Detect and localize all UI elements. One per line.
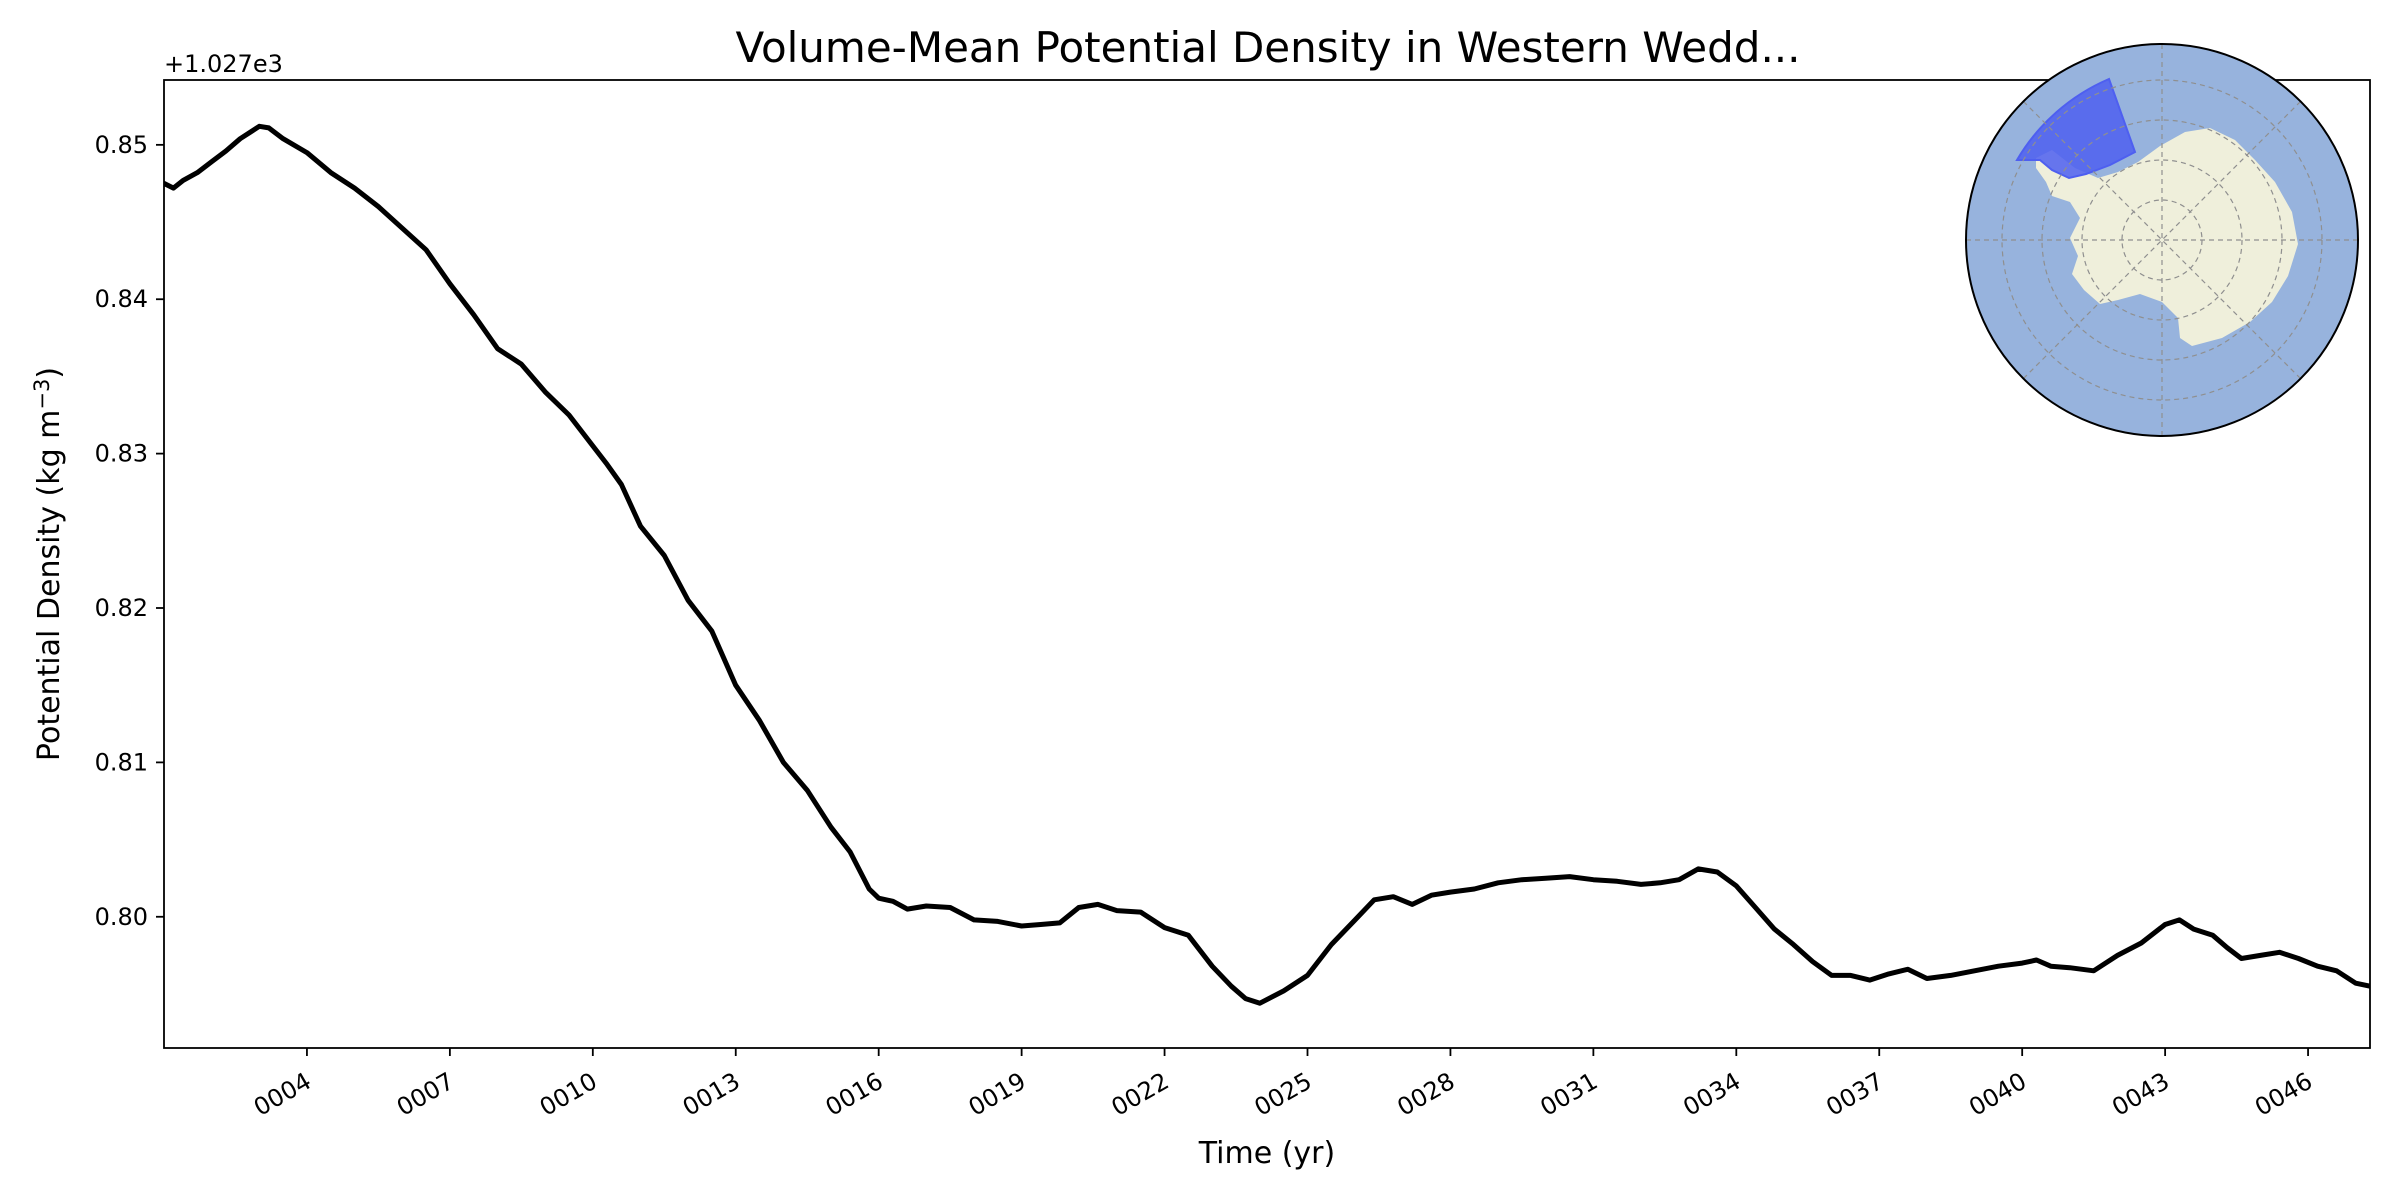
x-tick-label: 0046 [2250,1067,2317,1122]
y-axis: 0.80 0.81 0.82 0.83 0.84 0.85 [95,131,164,931]
x-tick-label: 0007 [392,1067,459,1122]
map-border [1965,43,2359,437]
western-weddell-region [2015,77,2137,180]
x-tick-label: 0019 [964,1067,1031,1122]
x-tick-label: 0022 [1107,1067,1174,1122]
y-tick-label: 0.84 [95,285,148,313]
y-tick-label: 0.83 [95,440,148,468]
y-tick-label: 0.82 [95,594,148,622]
y-offset-text: +1.027e3 [164,50,283,78]
series-line [164,123,2370,1006]
x-tick-label: 0040 [1964,1067,2031,1122]
chart-title: Volume-Mean Potential Density in Western… [735,23,1800,72]
y-tick-label: 0.81 [95,748,148,776]
x-tick-label: 0025 [1250,1067,1317,1122]
antarctica-inset-map [1965,43,2359,437]
plot-frame [163,79,2371,1049]
x-axis-label: Time (yr) [1198,1136,1335,1171]
x-tick-label: 0037 [1821,1067,1888,1122]
plot-area [163,79,2371,1049]
x-tick-label: 0010 [535,1067,602,1122]
x-tick-label: 0004 [249,1067,316,1122]
x-tick-label: 0016 [821,1067,888,1122]
antarctica-landmass [2036,128,2298,346]
y-tick-label: 0.80 [95,903,148,931]
x-tick-label: 0028 [1393,1067,1460,1122]
x-tick-label: 0043 [2107,1067,2174,1122]
x-axis: 0004 0007 0010 0013 0016 0019 0022 0025 0028 0031… [249,1048,2317,1122]
map-graticule [1966,44,2358,436]
x-tick-label: 0013 [678,1067,745,1122]
x-tick-label: 0034 [1678,1067,1745,1122]
x-tick-label: 0031 [1535,1067,1602,1122]
y-tick-label: 0.85 [95,131,148,159]
y-axis-label: Potential Density (kg m−3) [30,367,67,761]
